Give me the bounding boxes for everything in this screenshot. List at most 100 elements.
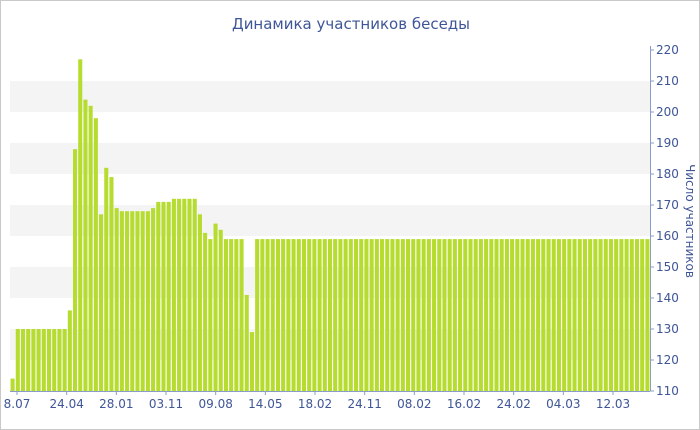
bar: [546, 239, 551, 391]
bar: [598, 239, 603, 391]
y-tick-label: 140: [656, 291, 679, 305]
bar: [249, 332, 254, 391]
bar: [603, 239, 608, 391]
bar: [645, 239, 650, 391]
chart-title: Динамика участников беседы: [232, 15, 470, 33]
bar: [515, 239, 520, 391]
bar: [99, 214, 104, 391]
bar: [478, 239, 483, 391]
bar: [166, 201, 171, 391]
bar: [15, 329, 20, 391]
bar: [442, 239, 447, 391]
bar: [395, 239, 400, 391]
bar: [489, 239, 494, 391]
bar: [36, 329, 41, 391]
grid-band: [10, 81, 650, 112]
bar: [265, 239, 270, 391]
bar: [416, 239, 421, 391]
y-tick-label: 150: [656, 260, 679, 274]
bar: [400, 239, 405, 391]
bar: [208, 239, 213, 391]
x-tick-label: 12.03: [596, 397, 630, 411]
bar: [135, 211, 140, 391]
x-tick-label: 03.11: [149, 397, 183, 411]
bar: [270, 239, 275, 391]
bar: [510, 239, 515, 391]
bar: [484, 239, 489, 391]
bar: [104, 167, 109, 391]
bar: [353, 239, 359, 391]
bar: [197, 214, 202, 391]
bar: [255, 239, 260, 391]
bar: [229, 239, 234, 391]
bar: [369, 239, 374, 391]
bar: [432, 239, 437, 391]
bar: [26, 329, 31, 391]
bar: [406, 239, 411, 391]
bar: [281, 239, 286, 391]
y-tick-label: 160: [656, 229, 679, 243]
bar: [577, 239, 582, 391]
bar: [437, 239, 442, 391]
bar: [119, 211, 124, 391]
x-tick-label: 18.02: [298, 397, 332, 411]
y-tick-label: 130: [656, 322, 679, 336]
bar: [619, 239, 624, 391]
bar: [608, 239, 614, 391]
y-tick-label: 120: [656, 353, 679, 367]
x-axis-ticks: 8.07 24.04 28.01 03.11 09.08 14.05 18.02 24.11 0…: [4, 391, 650, 411]
bar: [572, 239, 577, 391]
bar: [182, 198, 187, 391]
bar: [223, 239, 228, 391]
bar: [275, 239, 280, 391]
bar-series: [10, 59, 650, 392]
bar: [463, 239, 468, 391]
bar: [307, 239, 312, 391]
bar: [114, 208, 119, 391]
bar: [317, 239, 322, 391]
bar: [374, 239, 379, 391]
bar: [562, 239, 567, 391]
bar: [301, 239, 307, 391]
bar: [52, 329, 57, 391]
bar: [67, 310, 72, 391]
bar: [426, 239, 431, 391]
bar: [109, 177, 114, 391]
bar: [582, 239, 587, 391]
bar: [31, 329, 36, 391]
x-tick-label: 24.02: [496, 397, 530, 411]
bar: [520, 239, 525, 391]
bar: [640, 239, 645, 391]
bar: [421, 239, 426, 391]
bar: [260, 239, 265, 391]
bar: [218, 229, 223, 391]
y-tick-label: 200: [656, 105, 679, 119]
bar: [359, 239, 364, 391]
bar: [333, 239, 338, 391]
bar: [296, 239, 301, 391]
x-tick-label: 09.08: [198, 397, 232, 411]
bar: [10, 378, 15, 391]
bar: [78, 59, 83, 392]
bar: [494, 239, 499, 391]
bar: [192, 198, 197, 391]
grid-band: [10, 143, 650, 174]
y-axis-ticks: 110 120 130 140 150 160 170 180 190 200 210 220: [650, 43, 679, 398]
bar: [390, 239, 395, 391]
bar: [452, 239, 457, 391]
bar: [41, 329, 46, 391]
bar: [291, 239, 296, 391]
bar: [541, 239, 546, 391]
bar: [380, 239, 385, 391]
bar: [556, 239, 561, 391]
bar: [447, 239, 452, 391]
bar: [239, 239, 244, 391]
x-tick-label: 08.02: [397, 397, 431, 411]
y-tick-label: 170: [656, 198, 679, 212]
bar: [177, 198, 182, 391]
bar: [171, 198, 176, 391]
bar: [343, 239, 348, 391]
bar: [536, 239, 541, 391]
bar: [322, 239, 327, 391]
